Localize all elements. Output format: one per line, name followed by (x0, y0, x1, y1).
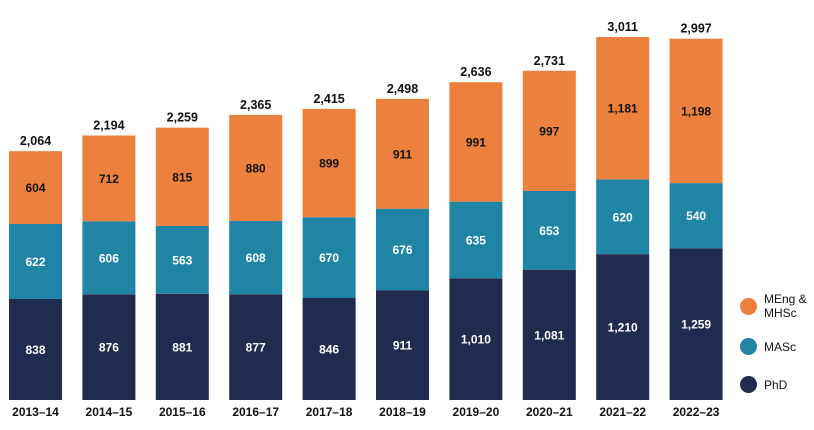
bar-phd-7 (522, 269, 576, 400)
bar-phd-2 (155, 293, 209, 400)
x-tick-label-5: 2018–19 (379, 405, 426, 419)
value-label-phd-5: 911 (393, 339, 413, 353)
value-label-meng-mhsc-9: 1,198 (681, 104, 711, 118)
bar-masc-1 (82, 221, 136, 295)
value-label-phd-9: 1,259 (681, 318, 711, 332)
legend-item-phd: PhD (740, 376, 787, 393)
value-label-phd-3: 877 (246, 341, 266, 355)
total-label-8: 3,011 (607, 20, 638, 34)
legend-swatch-masc (740, 338, 757, 355)
value-label-masc-9: 540 (686, 209, 706, 223)
bar-meng-mhsc-1 (82, 135, 136, 222)
bar-meng-mhsc-0 (9, 151, 62, 224)
bar-meng-mhsc-3 (229, 114, 283, 221)
bar-phd-0 (9, 298, 62, 400)
value-label-masc-3: 608 (246, 251, 266, 265)
bar-meng-mhsc-8 (596, 37, 650, 180)
bar-meng-mhsc-7 (522, 70, 576, 191)
total-label-5: 2,498 (387, 82, 418, 96)
value-label-phd-2: 881 (172, 340, 192, 354)
x-tick-label-3: 2016–17 (232, 405, 279, 419)
x-tick-label-8: 2021–22 (599, 405, 646, 419)
bar-phd-4 (302, 298, 356, 400)
value-label-phd-4: 846 (319, 343, 339, 357)
legend-item-masc: MASc (740, 338, 796, 355)
legend-item-meng-mhsc: MEng & MHSc (740, 292, 814, 320)
bar-masc-8 (596, 179, 650, 255)
bar-masc-3 (229, 220, 283, 295)
bar-masc-5 (376, 208, 429, 291)
legend-swatch-phd (740, 376, 757, 393)
value-label-masc-8: 620 (613, 210, 633, 224)
bar-masc-6 (449, 201, 503, 279)
value-label-meng-mhsc-1: 712 (99, 172, 119, 186)
bar-phd-1 (82, 294, 136, 400)
value-label-meng-mhsc-0: 604 (25, 181, 45, 195)
x-tick-label-2: 2015–16 (159, 405, 206, 419)
value-label-meng-mhsc-3: 880 (246, 161, 266, 175)
total-label-7: 2,731 (534, 54, 565, 68)
value-label-meng-mhsc-5: 911 (393, 147, 413, 161)
bar-phd-3 (229, 294, 283, 400)
total-label-6: 2,636 (460, 65, 491, 79)
x-tick-label-6: 2019–20 (453, 405, 500, 419)
bar-meng-mhsc-9 (669, 38, 723, 184)
bar-masc-2 (155, 225, 209, 294)
total-label-2: 2,259 (167, 111, 198, 125)
bar-masc-7 (522, 190, 576, 270)
x-tick-label-4: 2017–18 (306, 405, 353, 419)
bar-masc-9 (669, 183, 723, 249)
x-tick-label-1: 2014–15 (86, 405, 133, 419)
value-label-meng-mhsc-6: 991 (466, 135, 486, 149)
bar-meng-mhsc-5 (376, 98, 429, 209)
value-label-meng-mhsc-7: 997 (539, 124, 559, 138)
value-label-masc-5: 676 (392, 243, 412, 257)
value-label-masc-4: 670 (319, 251, 339, 265)
legend-label-phd: PhD (764, 377, 788, 392)
bar-phd-6 (449, 278, 503, 400)
bar-masc-4 (302, 217, 356, 299)
legend-swatch-meng-mhsc (740, 297, 757, 315)
legend-label-masc: MASc (764, 339, 797, 354)
total-label-0: 2,064 (20, 134, 51, 148)
legend-label-meng-mhsc: MEng & MHSc (764, 292, 807, 320)
total-label-3: 2,365 (240, 98, 271, 112)
total-label-4: 2,415 (313, 92, 344, 106)
total-label-1: 2,194 (93, 118, 124, 132)
value-label-phd-6: 1,010 (461, 333, 491, 347)
value-label-phd-1: 876 (99, 341, 119, 355)
bar-phd-5 (376, 290, 429, 400)
value-label-masc-0: 622 (25, 255, 45, 269)
value-label-phd-0: 838 (25, 343, 45, 357)
bar-meng-mhsc-6 (449, 82, 503, 202)
value-label-masc-7: 653 (539, 224, 559, 238)
bar-meng-mhsc-2 (155, 127, 209, 226)
x-tick-label-9: 2022–23 (673, 405, 720, 419)
value-label-masc-2: 563 (172, 253, 192, 267)
x-tick-label-0: 2013–14 (12, 405, 59, 419)
value-label-masc-6: 635 (466, 233, 486, 247)
bar-masc-0 (9, 223, 62, 299)
x-tick-label-7: 2020–21 (526, 405, 573, 419)
value-label-masc-1: 606 (99, 251, 119, 265)
total-label-9: 2,997 (680, 22, 711, 36)
value-label-phd-7: 1,081 (534, 328, 564, 342)
bar-phd-8 (596, 254, 650, 400)
value-label-meng-mhsc-4: 899 (319, 157, 339, 171)
bar-meng-mhsc-4 (302, 108, 356, 218)
value-label-phd-8: 1,210 (608, 321, 638, 335)
value-label-meng-mhsc-8: 1,181 (608, 102, 638, 116)
bar-phd-9 (669, 248, 723, 400)
value-label-meng-mhsc-2: 815 (172, 170, 192, 184)
